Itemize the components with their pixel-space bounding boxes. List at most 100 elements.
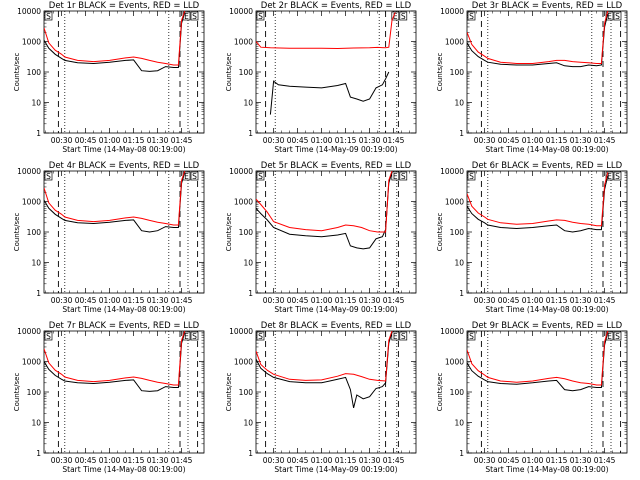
y-tick-label: 10 [243,99,253,108]
y-tick-label: 100 [27,68,42,77]
y-tick-label: 10000 [440,167,464,176]
x-axis-label: Start Time (14-May-08 00:19:00) [62,465,185,474]
x-axis-label: Start Time (14-May-09 00:19:00) [274,145,397,154]
y-tick-label: 1000 [445,198,464,207]
x-tick-label: 01:00 [99,136,121,145]
x-tick-label: 01:45 [594,136,616,145]
y-tick-label: 10 [31,419,41,428]
x-tick-label: 00:30 [51,296,73,305]
y-axis-label: Counts/sec [225,53,233,92]
start-box-marker [256,331,265,341]
y-tick-label: 100 [27,228,42,237]
series-line-events [467,175,609,233]
y-tick-label: 1 [459,449,464,458]
x-tick-label: 00:30 [263,456,285,465]
end-box-label: E [607,332,612,341]
start-box-label: S [469,172,474,181]
x-axis-label: Start Time (14-May-09 00:19:00) [274,465,397,474]
series-line-events [256,332,393,409]
series-line-lld [467,331,609,386]
x-tick-label: 00:30 [474,296,496,305]
x-tick-label: 01:15 [335,456,357,465]
y-axis-label: Counts/sec [436,213,444,252]
y-axis-label: Counts/sec [225,213,233,252]
x-tick-label: 00:30 [263,136,285,145]
end-start-box-label: S [192,172,197,181]
x-tick-label: 01:00 [311,296,333,305]
start-box-label: S [46,12,51,21]
start-box-label: S [469,332,474,341]
series-line-events [467,332,609,392]
detector-panel-4: Det 4r BLACK = Events, RED = LLD 1 10 100 10… [13,161,205,314]
y-tick-label: 1000 [22,198,41,207]
x-tick-label: 01:15 [123,296,145,305]
x-tick-label: 01:30 [147,136,169,145]
panel-title: Det 7r BLACK = Events, RED = LLD [49,321,200,331]
x-tick-label: 01:00 [99,296,121,305]
start-box-marker [44,331,53,341]
end-start-box-marker [613,171,622,181]
x-tick-label: 00:45 [498,456,520,465]
series-line-lld [467,11,609,64]
x-tick-label: 01:15 [123,456,145,465]
x-axis-label: Start Time (14-May-09 00:19:00) [274,305,397,314]
end-box-label: E [393,332,398,341]
y-tick-label: 1 [248,449,253,458]
x-tick-label: 00:30 [474,136,496,145]
end-start-box-marker [613,11,622,21]
plot-frame [255,330,417,454]
y-tick-label: 1 [459,289,464,298]
detector-panel-9: Det 9r BLACK = Events, RED = LLD 1 10 100 10… [436,321,628,474]
panel-title: Det 5r BLACK = Events, RED = LLD [261,161,412,171]
x-tick-label: 00:45 [287,136,309,145]
x-tick-label: 01:30 [570,136,592,145]
end-start-box-label: S [615,332,620,341]
start-box-marker [467,331,476,341]
detector-panel-2: Det 2r BLACK = Events, RED = LLD 1 10 100 10… [225,1,417,154]
y-tick-label: 10000 [17,327,41,336]
x-tick-label: 01:15 [335,296,357,305]
end-start-box-marker [399,331,408,341]
y-tick-label: 100 [450,228,465,237]
start-box-marker [256,171,265,181]
series-line-lld [44,11,186,66]
series-line-events [44,172,186,233]
x-tick-label: 01:00 [522,136,544,145]
series-line-lld [256,331,393,382]
end-start-box-marker [190,331,199,341]
y-tick-label: 1000 [22,358,41,367]
series-line-lld [44,171,186,226]
x-axis-label: Start Time (14-May-08 00:19:00) [485,305,608,314]
x-tick-label: 01:45 [594,296,616,305]
end-box-label: E [393,12,398,21]
start-box-label: S [258,172,263,181]
detector-panel-6: Det 6r BLACK = Events, RED = LLD 1 10 100 10… [436,161,628,314]
end-start-box-marker [399,11,408,21]
x-tick-label: 00:30 [51,456,73,465]
detector-panel-7: Det 7r BLACK = Events, RED = LLD 1 10 100 10… [13,321,205,474]
x-tick-label: 00:45 [498,296,520,305]
y-tick-label: 1000 [234,198,253,207]
y-tick-label: 100 [239,388,254,397]
panel-title: Det 4r BLACK = Events, RED = LLD [49,161,200,171]
end-start-box-marker [613,331,622,341]
x-tick-label: 01:00 [311,456,333,465]
plot-frame [255,170,417,294]
start-box-marker [467,11,476,21]
series-line-lld [44,331,186,386]
end-box-marker [391,171,400,181]
end-box-marker [391,11,400,21]
x-tick-label: 01:45 [171,456,193,465]
series-line-events [256,172,393,250]
series-line-events [467,13,609,68]
x-tick-label: 00:30 [474,456,496,465]
y-tick-label: 10000 [229,327,253,336]
x-tick-label: 01:30 [359,456,381,465]
y-tick-label: 1000 [445,358,464,367]
x-tick-label: 01:45 [383,136,405,145]
x-axis-label: Start Time (14-May-08 00:19:00) [62,305,185,314]
y-axis-label: Counts/sec [225,373,233,412]
series-line-lld [256,171,393,233]
y-tick-label: 100 [450,68,465,77]
